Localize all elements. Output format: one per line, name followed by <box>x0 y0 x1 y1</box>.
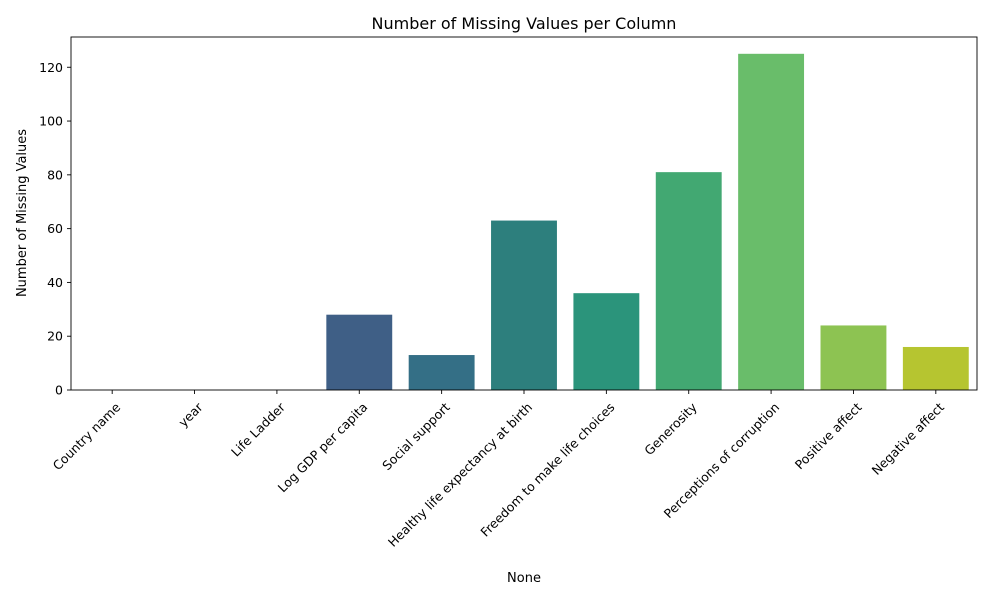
bar-7 <box>655 172 722 390</box>
bar-4 <box>408 355 475 390</box>
x-tick-label: Freedom to make life choices <box>477 400 617 540</box>
x-tick-label: Social support <box>379 399 453 473</box>
bar-3 <box>326 314 393 390</box>
x-axis-label: None <box>507 571 541 586</box>
x-tick-label: year <box>175 399 206 430</box>
x-tick-label: Generosity <box>641 399 700 458</box>
y-tick-label: 0 <box>55 383 63 398</box>
x-tick-label: Country name <box>50 399 124 473</box>
bar-8 <box>738 53 805 391</box>
plot-area <box>326 53 969 391</box>
x-tick-label: Negative affect <box>869 399 947 477</box>
x-tick-label: Positive affect <box>792 399 865 472</box>
y-tick-label: 20 <box>47 329 63 344</box>
y-tick-label: 60 <box>47 221 63 236</box>
plot-frame <box>70 36 978 391</box>
y-tick-label: 120 <box>39 60 63 75</box>
y-tick-label: 40 <box>47 275 63 290</box>
x-tick-label: Log GDP per capita <box>275 400 371 496</box>
y-axis-label: Number of Missing Values <box>15 129 30 297</box>
x-tick-label: Healthy life expectancy at birth <box>385 400 535 550</box>
y-tick-label: 80 <box>47 167 63 182</box>
chart-title: Number of Missing Values per Column <box>372 14 677 33</box>
x-tick-label: Life Ladder <box>228 399 289 460</box>
bar-9 <box>820 325 887 390</box>
y-axis: 0 20 40 60 80 100 120 <box>39 60 71 398</box>
bar-5 <box>491 220 557 390</box>
bar-10 <box>902 346 969 390</box>
y-tick-label: 100 <box>39 114 63 129</box>
bar-6 <box>573 293 640 390</box>
